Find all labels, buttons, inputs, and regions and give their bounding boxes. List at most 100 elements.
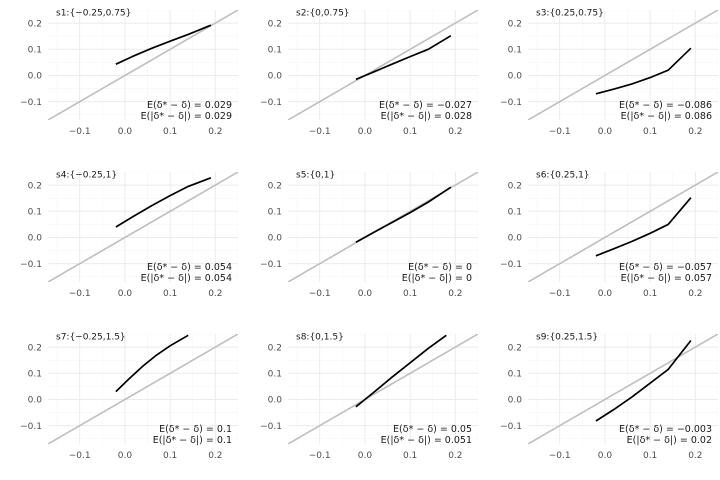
x-tick-label: 0.0 bbox=[358, 127, 373, 137]
plot-area bbox=[288, 334, 478, 444]
series-line bbox=[355, 334, 447, 408]
plot-area bbox=[288, 172, 478, 282]
y-tick-label: 0.2 bbox=[268, 19, 282, 29]
panel-title: s6:{0.25,1} bbox=[536, 171, 590, 181]
mean-abs-bias-label: E(|δ* − δ|) = 0.086 bbox=[621, 111, 712, 122]
series-line bbox=[595, 47, 692, 95]
x-tick-label: 0.1 bbox=[163, 127, 177, 137]
facet-panel-4: s4:{−0.25,1} −0.1 0.0 0.1 0.2 −0.1 0.0 0.1 0.2 E(… bbox=[20, 171, 238, 299]
identity-line bbox=[48, 10, 238, 120]
x-tick-label: −0.1 bbox=[69, 451, 91, 461]
x-tick-label: −0.1 bbox=[69, 289, 91, 299]
panel-title: s1:{−0.25,0.75} bbox=[56, 9, 131, 19]
x-tick-label: 0.2 bbox=[688, 451, 702, 461]
mean-abs-bias-label: E(|δ* − δ|) = 0.029 bbox=[141, 111, 232, 122]
series-line bbox=[355, 34, 452, 81]
y-tick-label: 0.0 bbox=[28, 396, 43, 406]
x-tick-label: 0.2 bbox=[688, 289, 702, 299]
series-line bbox=[355, 186, 452, 243]
y-tick-label: 0.2 bbox=[28, 19, 42, 29]
series-line bbox=[595, 339, 692, 422]
y-tick-label: 0.1 bbox=[508, 207, 522, 217]
y-tick-label: 0.1 bbox=[28, 369, 42, 379]
facet-panel-7: s7:{−0.25,1.5} −0.1 0.0 0.1 0.2 −0.1 0.0 0.1 0.2… bbox=[20, 333, 238, 461]
facet-panel-3: s3:{0.25,0.75} −0.1 0.0 0.1 0.2 −0.1 0.0 0.1 0.2… bbox=[500, 9, 718, 137]
x-tick-label: 0.2 bbox=[448, 451, 462, 461]
y-tick-label: 0.2 bbox=[508, 19, 522, 29]
x-tick-label: 0.0 bbox=[598, 451, 613, 461]
y-tick-label: −0.1 bbox=[20, 422, 42, 432]
panel-title: s2:{0,0.75} bbox=[296, 9, 350, 19]
x-tick-label: −0.1 bbox=[549, 289, 571, 299]
plot-area bbox=[528, 172, 718, 282]
mean-bias-label: E(δ* − δ) = 0.029 bbox=[147, 100, 232, 111]
mean-bias-label: E(δ* − δ) = −0.003 bbox=[619, 424, 712, 435]
y-tick-label: 0.0 bbox=[268, 72, 283, 82]
panel-title: s4:{−0.25,1} bbox=[56, 171, 117, 181]
panel-title: s5:{0,1} bbox=[296, 171, 335, 181]
x-tick-label: 0.0 bbox=[118, 451, 133, 461]
y-tick-label: 0.1 bbox=[508, 45, 522, 55]
facet-panel-1: s1:{−0.25,0.75} −0.1 0.0 0.1 0.2 −0.1 0.0 0.1 0.… bbox=[20, 9, 238, 137]
x-tick-label: 0.0 bbox=[598, 289, 613, 299]
panel-title: s7:{−0.25,1.5} bbox=[56, 333, 126, 343]
x-tick-label: 0.2 bbox=[448, 127, 462, 137]
x-tick-label: 0.2 bbox=[448, 289, 462, 299]
x-tick-label: 0.2 bbox=[208, 451, 222, 461]
x-tick-label: 0.0 bbox=[598, 127, 613, 137]
mean-abs-bias-label: E(|δ* − δ|) = 0.1 bbox=[153, 435, 232, 446]
panel-title: s9:{0.25,1.5} bbox=[536, 333, 598, 343]
x-tick-label: −0.1 bbox=[549, 451, 571, 461]
series-line bbox=[115, 177, 212, 228]
mean-bias-label: E(δ* − δ) = −0.057 bbox=[619, 262, 712, 273]
facet-panel-9: s9:{0.25,1.5} −0.1 0.0 0.1 0.2 −0.1 0.0 0.1 0.2 E… bbox=[500, 333, 718, 461]
y-tick-label: 0.2 bbox=[508, 181, 522, 191]
y-tick-label: 0.0 bbox=[508, 234, 523, 244]
y-tick-label: 0.0 bbox=[508, 396, 523, 406]
y-tick-label: 0.0 bbox=[28, 72, 43, 82]
x-tick-label: −0.1 bbox=[309, 289, 331, 299]
x-tick-label: 0.0 bbox=[118, 289, 133, 299]
mean-abs-bias-label: E(|δ* − δ|) = 0.02 bbox=[627, 435, 712, 446]
mean-bias-label: E(δ* − δ) = −0.086 bbox=[619, 100, 712, 111]
mean-bias-label: E(δ* − δ) = −0.027 bbox=[379, 100, 472, 111]
x-tick-label: 0.1 bbox=[403, 127, 417, 137]
identity-line bbox=[48, 172, 238, 282]
panel-title: s3:{0.25,0.75} bbox=[536, 9, 604, 19]
identity-line bbox=[288, 10, 478, 120]
x-tick-label: 0.1 bbox=[403, 451, 417, 461]
mean-bias-label: E(δ* − δ) = 0.05 bbox=[393, 424, 472, 435]
mean-bias-label: E(δ* − δ) = 0 bbox=[408, 262, 472, 273]
x-tick-label: 0.1 bbox=[643, 289, 657, 299]
y-tick-label: −0.1 bbox=[500, 422, 522, 432]
plot-area bbox=[288, 10, 478, 120]
y-tick-label: −0.1 bbox=[260, 422, 282, 432]
y-tick-label: 0.2 bbox=[268, 343, 282, 353]
y-tick-label: 0.2 bbox=[268, 181, 282, 191]
mean-bias-label: E(δ* − δ) = 0.1 bbox=[159, 424, 232, 435]
y-tick-label: 0.0 bbox=[508, 72, 523, 82]
y-tick-label: 0.1 bbox=[268, 207, 282, 217]
x-tick-label: 0.1 bbox=[643, 127, 657, 137]
identity-line bbox=[288, 334, 478, 444]
plot-area bbox=[528, 10, 718, 120]
y-tick-label: 0.1 bbox=[268, 369, 282, 379]
x-tick-label: 0.1 bbox=[403, 289, 417, 299]
mean-abs-bias-label: E(|δ* − δ|) = 0.057 bbox=[621, 273, 712, 284]
mean-abs-bias-label: E(|δ* − δ|) = 0 bbox=[402, 273, 472, 284]
identity-line bbox=[528, 172, 718, 282]
y-tick-label: 0.2 bbox=[508, 343, 522, 353]
y-tick-label: −0.1 bbox=[20, 260, 42, 270]
y-tick-label: 0.2 bbox=[28, 181, 42, 191]
y-tick-label: −0.1 bbox=[260, 98, 282, 108]
mean-bias-label: E(δ* − δ) = 0.054 bbox=[147, 262, 232, 273]
plot-area bbox=[528, 334, 718, 444]
facet-panel-5: s5:{0,1} −0.1 0.0 0.1 0.2 −0.1 0.0 0.1 0.2 E(δ* −… bbox=[260, 171, 478, 299]
x-tick-label: 0.0 bbox=[358, 289, 373, 299]
plot-area bbox=[48, 10, 238, 120]
x-tick-label: 0.0 bbox=[358, 451, 373, 461]
y-tick-label: 0.1 bbox=[508, 369, 522, 379]
x-tick-label: 0.1 bbox=[163, 289, 177, 299]
x-tick-label: −0.1 bbox=[549, 127, 571, 137]
